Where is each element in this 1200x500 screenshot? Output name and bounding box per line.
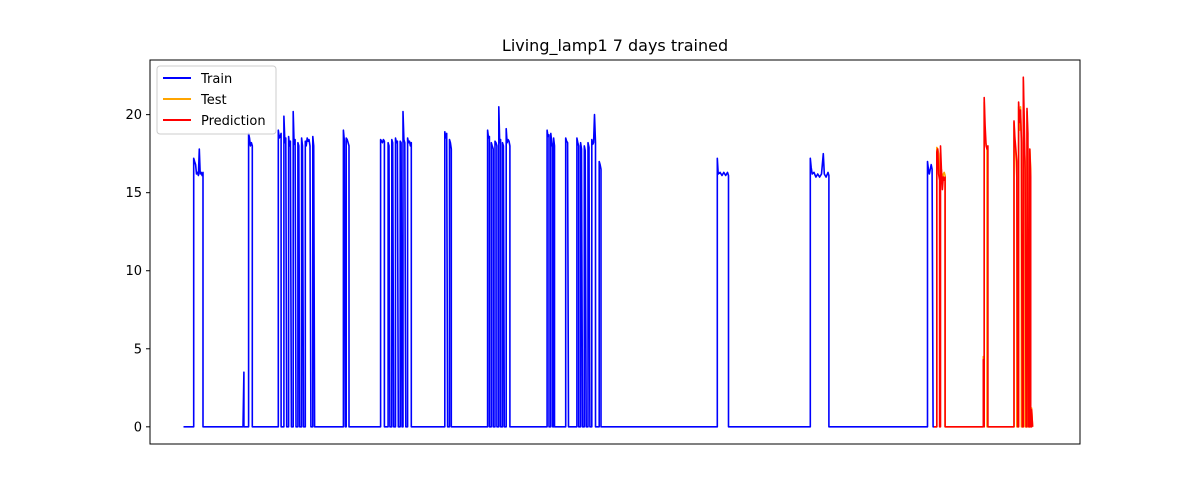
- legend: Train Test Prediction: [156, 65, 277, 135]
- y-tick-label: 15: [125, 186, 142, 201]
- y-tick-label: 0: [134, 420, 142, 435]
- legend-box: [156, 65, 277, 135]
- y-tick-label: 5: [134, 342, 142, 357]
- y-tick-label: 10: [125, 264, 142, 279]
- chart-title: Living_lamp1 7 days trained: [502, 36, 728, 56]
- plot-frame: [149, 59, 1081, 445]
- legend-label-train: Train: [200, 72, 232, 87]
- y-axis: 0 5 10 15 20: [125, 108, 150, 435]
- series-layer: [183, 76, 1034, 428]
- series-line-prediction: [934, 76, 1034, 428]
- y-tick-label: 20: [125, 108, 142, 123]
- series-line-train: [183, 106, 934, 428]
- legend-label-prediction: Prediction: [201, 114, 266, 129]
- legend-label-test: Test: [200, 93, 227, 108]
